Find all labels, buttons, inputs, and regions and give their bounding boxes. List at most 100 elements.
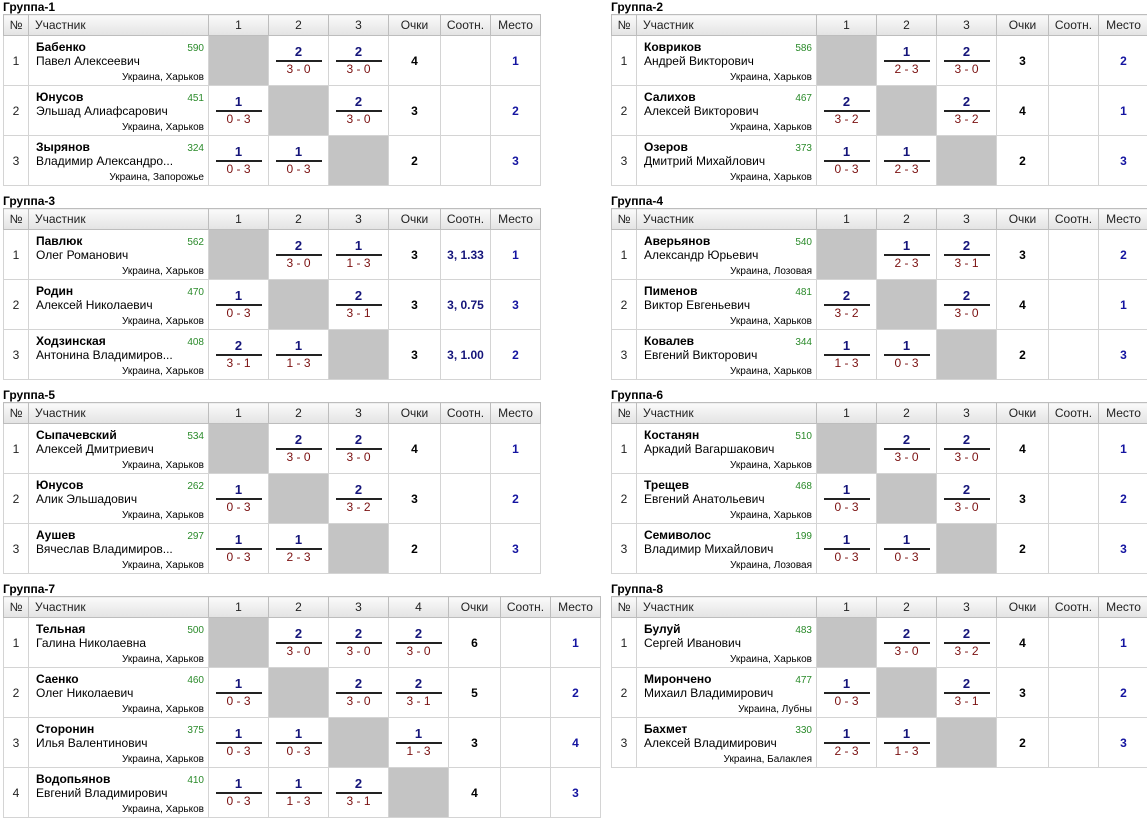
player-cell[interactable]: Мирончено Михаил Владимирович 477 Украина, … (636, 667, 817, 718)
player-cell[interactable]: Юнусов Эльшад Алиафсарович 451 Украина, Хар… (28, 85, 209, 136)
player-cell[interactable]: Трещев Евгений Анатольевич 468 Украина, Хар… (636, 473, 817, 524)
col-header-place: Место (490, 402, 541, 424)
match-score: 1 - 3 (346, 256, 371, 270)
player-cell[interactable]: Аушев Вячеслав Владимиров... 297 Украина, Х… (28, 523, 209, 574)
player-cell[interactable]: Семиволос Владимир Михайлович 199 Украина, … (636, 523, 817, 574)
player-cell[interactable]: Павлюк Олег Романович 562 Украина, Харьков (28, 229, 209, 280)
player-cell[interactable]: Саенко Олег Николаевич 460 Украина, Харьков (28, 667, 209, 718)
player-cell[interactable]: Булуй Сергей Иванович 483 Украина, Харьков (636, 617, 817, 668)
player-city: Украина, Харьков (122, 704, 204, 715)
match-score: 3 - 0 (346, 62, 371, 76)
col-header-opponent: 3 (328, 14, 389, 36)
place-cell: 2 (490, 329, 541, 380)
player-cell[interactable]: Бахмет Алексей Владимирович 330 Украина, Ба… (636, 717, 817, 768)
player-cell[interactable]: Пименов Виктор Евгеньевич 481 Украина, Харь… (636, 279, 817, 330)
match-score: 3 - 0 (286, 256, 311, 270)
match-score: 1 - 3 (286, 794, 311, 808)
player-cell[interactable]: Зырянов Владимир Александро... 324 Украина,… (28, 135, 209, 186)
table-row: 2 Родин Алексей Николаевич 470 Украина, Харь… (3, 279, 541, 330)
player-cell[interactable]: Бабенко Павел Алексеевич 590 Украина, Харьк… (28, 35, 209, 86)
player-cell[interactable]: Юнусов Алик Эльшадович 262 Украина, Харьков (28, 473, 209, 524)
player-cell[interactable]: Аверьянов Александр Юрьевич 540 Украина, Ло… (636, 229, 817, 280)
player-cell[interactable]: Озеров Дмитрий Михайлович 373 Украина, Харь… (636, 135, 817, 186)
points-cell: 3 (996, 229, 1049, 280)
player-cell[interactable]: Сторонин Илья Валентинович 375 Украина, Хар… (28, 717, 209, 768)
player-fullname: Андрей Викторович (644, 54, 754, 68)
player-surname: Сторонин (36, 722, 95, 736)
ratio-cell (500, 717, 551, 768)
group-table: № Участник 1 2 3 Очки Соотн. Место 1 Бабенко Павел… (3, 14, 541, 186)
player-cell[interactable]: Водопьянов Евгений Владимирович 410 Украина… (28, 767, 209, 818)
player-cell[interactable]: Костанян Аркадий Вагаршакович 510 Украина, … (636, 423, 817, 474)
match-score: 2 - 3 (286, 550, 311, 564)
row-number: 3 (611, 329, 637, 380)
player-cell[interactable]: Салихов Алексей Викторович 467 Украина, Хар… (636, 85, 817, 136)
place-cell: 3 (1098, 329, 1147, 380)
player-cell[interactable]: Тельная Галина Николаевна 500 Украина, Харь… (28, 617, 209, 668)
player-cell[interactable]: Родин Алексей Николаевич 470 Украина, Харьк… (28, 279, 209, 330)
player-cell[interactable]: Ковриков Андрей Викторович 586 Украина, Хар… (636, 35, 817, 86)
place-cell: 1 (490, 35, 541, 86)
player-cell[interactable]: Ковалев Евгений Викторович 344 Украина, Хар… (636, 329, 817, 380)
player-cell[interactable]: Ходзинская Антонина Владимиров... 408 Украи… (28, 329, 209, 380)
player-cell[interactable]: Сыпачевский Алексей Дмитриевич 534 Украина,… (28, 423, 209, 474)
match-points: 1 (823, 144, 870, 162)
